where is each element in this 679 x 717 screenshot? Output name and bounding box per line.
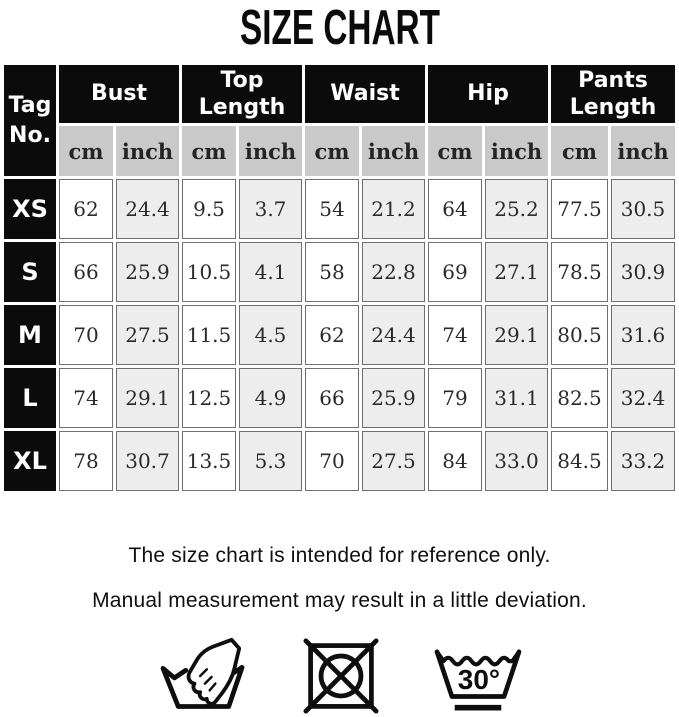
size-value: 25.2 [485,179,548,239]
size-value: 27.1 [485,242,548,302]
size-value: 80.5 [551,305,608,365]
size-value: 70 [305,431,359,491]
size-value: 27.5 [362,431,425,491]
size-value: 54 [305,179,359,239]
hand-wash-icon [160,637,244,709]
table-row-s: S 66 25.9 10.5 4.1 58 22.8 69 27.1 78.5 … [4,242,675,302]
size-value: 5.3 [239,431,302,491]
page-title: SIZE CHART [0,0,679,56]
size-value: 64 [428,179,482,239]
wash-temperature-label: 30° [457,664,499,695]
size-tag: XL [4,431,56,491]
size-value: 62 [305,305,359,365]
wash-30-degrees-icon: 30° [434,649,521,711]
column-group-top-length: Top Length [182,65,302,123]
size-value: 62 [59,179,113,239]
unit-header-cm: cm [59,126,113,176]
size-value: 77.5 [551,179,608,239]
size-value: 13.5 [182,431,236,491]
size-value: 66 [59,242,113,302]
table-row-m: M 70 27.5 11.5 4.5 62 24.4 74 29.1 80.5 … [4,305,675,365]
size-value: 4.5 [239,305,302,365]
unit-header-cm: cm [182,126,236,176]
size-value: 84.5 [551,431,608,491]
size-value: 29.1 [116,368,179,428]
do-not-tumble-dry-icon [302,638,379,714]
size-value: 30.9 [611,242,675,302]
size-value: 31.6 [611,305,675,365]
unit-header-inch: inch [485,126,548,176]
size-tag: L [4,368,56,428]
size-tag: M [4,305,56,365]
size-chart-table: Tag No. Bust Top Length Waist Hip Pants … [1,62,678,494]
size-value: 78 [59,431,113,491]
size-value: 82.5 [551,368,608,428]
table-row-l: L 74 29.1 12.5 4.9 66 25.9 79 31.1 82.5 … [4,368,675,428]
size-value: 70 [59,305,113,365]
unit-header-inch: inch [239,126,302,176]
size-value: 11.5 [182,305,236,365]
care-icons-row: 30° [0,635,679,717]
table-row-xs: XS 62 24.4 9.5 3.7 54 21.2 64 25.2 77.5 … [4,179,675,239]
size-value: 30.7 [116,431,179,491]
size-value: 9.5 [182,179,236,239]
size-value: 12.5 [182,368,236,428]
size-value: 66 [305,368,359,428]
size-value: 10.5 [182,242,236,302]
size-value: 33.2 [611,431,675,491]
size-value: 79 [428,368,482,428]
size-value: 24.4 [362,305,425,365]
size-value: 4.1 [239,242,302,302]
size-value: 22.8 [362,242,425,302]
size-value: 4.9 [239,368,302,428]
column-group-waist: Waist [305,65,425,123]
size-value: 32.4 [611,368,675,428]
unit-header-inch: inch [611,126,675,176]
size-value: 25.9 [362,368,425,428]
size-tag: XS [4,179,56,239]
size-value: 24.4 [116,179,179,239]
size-value: 3.7 [239,179,302,239]
note-manual-measurement: Manual measurement may result in a littl… [92,589,587,612]
unit-header-cm: cm [305,126,359,176]
size-value: 21.2 [362,179,425,239]
size-value: 74 [59,368,113,428]
size-value: 33.0 [485,431,548,491]
note-reference-only: The size chart is intended for reference… [128,544,551,567]
unit-header-inch: inch [362,126,425,176]
column-group-pants-length: Pants Length [551,65,675,123]
column-group-bust: Bust [59,65,179,123]
page-title-text: SIZE CHART [239,1,440,55]
size-value: 78.5 [551,242,608,302]
unit-header-row: cm inch cm inch cm inch cm inch cm inch [4,126,675,176]
unit-header-cm: cm [551,126,608,176]
size-value: 69 [428,242,482,302]
size-value: 30.5 [611,179,675,239]
column-group-hip: Hip [428,65,548,123]
size-tag: S [4,242,56,302]
size-value: 58 [305,242,359,302]
size-value: 25.9 [116,242,179,302]
corner-cell-tag-no: Tag No. [4,65,56,176]
size-value: 74 [428,305,482,365]
unit-header-inch: inch [116,126,179,176]
size-value: 29.1 [485,305,548,365]
size-value: 31.1 [485,368,548,428]
size-value: 84 [428,431,482,491]
unit-header-cm: cm [428,126,482,176]
corner-line-2: No. [9,122,51,148]
group-header-row: Tag No. Bust Top Length Waist Hip Pants … [4,65,675,176]
corner-line-1: Tag [8,92,52,118]
table-row-xl: XL 78 30.7 13.5 5.3 70 27.5 84 33.0 84.5… [4,431,675,491]
size-value: 27.5 [116,305,179,365]
